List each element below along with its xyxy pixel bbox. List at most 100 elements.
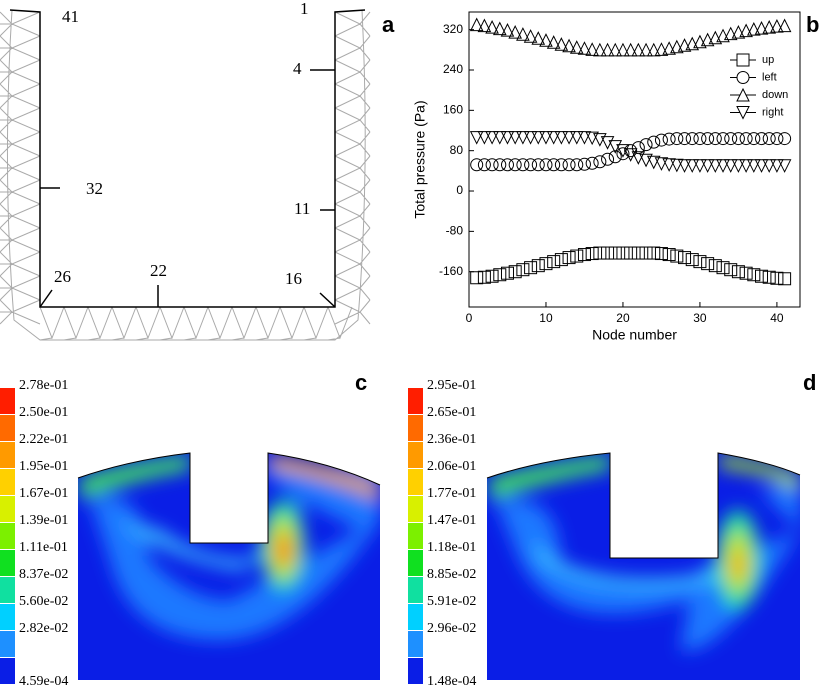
colorbar-label: 1.11e-01 [19, 540, 68, 555]
marker [523, 29, 538, 43]
plot-frame [468, 11, 801, 308]
marker [616, 246, 630, 260]
marker [639, 42, 653, 57]
colorbar-label: 2.36e-01 [427, 432, 476, 447]
walls [9, 9, 366, 308]
marker [654, 42, 669, 56]
marker [500, 23, 515, 37]
marker [539, 158, 553, 172]
contour-c [78, 453, 380, 680]
marker [469, 131, 484, 145]
marker [624, 144, 638, 158]
marker [693, 159, 707, 173]
colorbar-swatch [408, 523, 423, 549]
colorbar-label: 1.47e-01 [427, 513, 476, 528]
marker [754, 21, 769, 35]
marker [500, 158, 514, 172]
marker [562, 131, 576, 145]
colorbar-label: 1.77e-01 [427, 486, 476, 501]
marker [762, 270, 776, 284]
mesh-lines [0, 9, 371, 341]
marker [646, 42, 661, 57]
marker [708, 30, 723, 45]
marker [477, 18, 492, 33]
marker [508, 25, 522, 39]
marker [662, 132, 676, 146]
legend-label: left [762, 71, 777, 83]
marker [477, 270, 491, 284]
marker [593, 246, 607, 260]
marker [731, 132, 745, 146]
marker [524, 158, 538, 172]
colorbar-label: 1.95e-01 [19, 459, 68, 474]
node-label: 11 [294, 199, 310, 218]
chart: 0 10 20 30 40 -160 -80 0 80 160 240 320 Node number T… [412, 11, 819, 343]
marker [754, 159, 769, 173]
marker [685, 159, 700, 173]
colorbar-label: 2.65e-01 [427, 405, 476, 420]
marker [492, 131, 507, 145]
marker [724, 263, 738, 277]
marker [508, 158, 522, 172]
marker [762, 20, 777, 34]
marker [724, 132, 738, 146]
marker [723, 159, 738, 173]
legend-label: down [762, 89, 788, 101]
marker [708, 159, 723, 173]
marker [508, 131, 522, 145]
marker [470, 158, 484, 172]
marker [624, 246, 638, 260]
marker [662, 248, 676, 262]
marker [593, 42, 607, 57]
marker [570, 249, 584, 263]
marker [600, 42, 615, 57]
marker [739, 23, 753, 38]
marker [601, 246, 615, 260]
x-tick-label: 20 [616, 311, 630, 325]
marker [747, 268, 761, 282]
colorbar-swatch [408, 442, 423, 468]
colorbar-swatch [0, 442, 15, 468]
marker [608, 150, 622, 164]
marker [685, 36, 700, 51]
marker [623, 42, 638, 57]
colorbar-swatch [408, 631, 423, 657]
colorbar-swatch [408, 577, 423, 603]
marker [577, 131, 592, 145]
marker [500, 131, 515, 145]
marker [747, 132, 761, 146]
marker [678, 251, 692, 265]
marker [755, 132, 769, 146]
marker [716, 159, 730, 173]
legend-marker [736, 53, 750, 67]
marker [739, 132, 753, 146]
x-axis-label: Node number [592, 327, 677, 343]
marker [731, 265, 745, 279]
colorbar-label: 5.60e-02 [19, 594, 68, 609]
colorbar-swatch [0, 631, 15, 657]
marker [554, 37, 569, 51]
node-label: 32 [86, 179, 103, 198]
colorbar-label: 2.78e-01 [19, 378, 68, 393]
marker [500, 266, 514, 280]
marker [646, 155, 661, 170]
marker [470, 271, 484, 285]
y-tick-label: 80 [450, 143, 464, 157]
colorbar-label: 2.50e-01 [19, 405, 68, 420]
marker [516, 131, 530, 145]
y-tick-label: 320 [443, 22, 463, 36]
y-tick-label: -80 [446, 224, 464, 238]
domain-outline [486, 452, 801, 559]
marker [539, 33, 553, 47]
marker [493, 158, 507, 172]
node-label: 26 [54, 267, 71, 286]
node-label: 16 [285, 269, 302, 288]
marker [493, 268, 507, 282]
marker [562, 251, 576, 265]
marker [693, 132, 707, 146]
marker [631, 42, 646, 57]
marker [678, 132, 692, 146]
colorbar-swatch [0, 658, 15, 684]
x-tick-label: 30 [693, 311, 707, 325]
marker [777, 18, 792, 33]
